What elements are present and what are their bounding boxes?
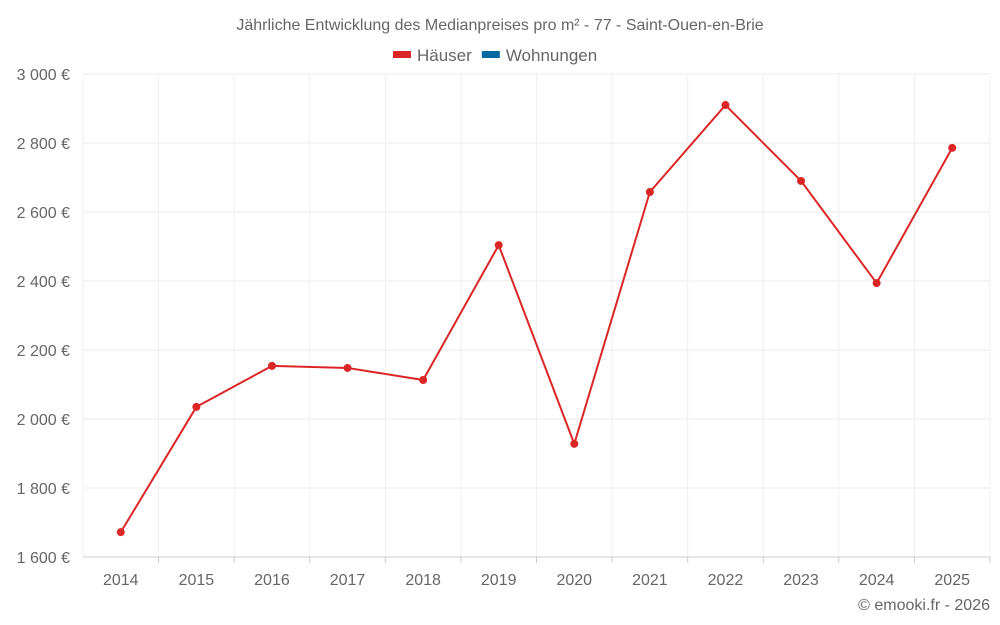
data-point[interactable] bbox=[494, 241, 503, 250]
x-tick-label: 2019 bbox=[481, 572, 517, 589]
y-tick-label: 1 600 € bbox=[17, 550, 70, 567]
data-point[interactable] bbox=[721, 101, 730, 110]
credit: © emooki.fr - 2026 bbox=[858, 597, 990, 614]
y-tick-label: 2 800 € bbox=[17, 136, 70, 153]
x-tick-label: 2023 bbox=[783, 572, 819, 589]
legend-swatch[interactable] bbox=[393, 51, 411, 58]
x-tick-label: 2015 bbox=[179, 572, 215, 589]
x-tick-label: 2016 bbox=[254, 572, 290, 589]
data-point[interactable] bbox=[192, 402, 201, 411]
x-tick-label: 2014 bbox=[103, 572, 139, 589]
y-tick-label: 2 400 € bbox=[17, 274, 70, 291]
legend: Häuser Wohnungen bbox=[393, 46, 597, 65]
data-point[interactable] bbox=[872, 279, 881, 288]
y-tick-label: 2 200 € bbox=[17, 343, 70, 360]
y-tick-label: 3 000 € bbox=[17, 67, 70, 84]
chart-title: Jährliche Entwicklung des Medianpreises … bbox=[236, 17, 763, 34]
data-point[interactable] bbox=[419, 376, 428, 385]
data-point[interactable] bbox=[343, 363, 352, 372]
data-point[interactable] bbox=[645, 187, 654, 196]
x-tick-label: 2017 bbox=[330, 572, 366, 589]
x-tick-label: 2020 bbox=[556, 572, 592, 589]
data-point[interactable] bbox=[570, 439, 579, 448]
data-point[interactable] bbox=[116, 528, 125, 537]
legend-label[interactable]: Wohnungen bbox=[506, 46, 597, 65]
x-tick-label: 2018 bbox=[405, 572, 441, 589]
legend-swatch[interactable] bbox=[481, 51, 500, 58]
y-tick-label: 1 800 € bbox=[17, 481, 70, 498]
x-tick-label: 2024 bbox=[859, 572, 895, 589]
data-point[interactable] bbox=[797, 176, 806, 185]
legend-label[interactable]: Häuser bbox=[417, 46, 472, 65]
data-point[interactable] bbox=[948, 143, 957, 152]
x-tick-label: 2025 bbox=[934, 572, 970, 589]
y-tick-label: 2 000 € bbox=[17, 412, 70, 429]
series-line bbox=[119, 103, 954, 533]
x-tick-label: 2021 bbox=[632, 572, 668, 589]
data-point[interactable] bbox=[267, 361, 276, 370]
y-tick-label: 2 600 € bbox=[17, 205, 70, 222]
x-tick-label: 2022 bbox=[708, 572, 744, 589]
